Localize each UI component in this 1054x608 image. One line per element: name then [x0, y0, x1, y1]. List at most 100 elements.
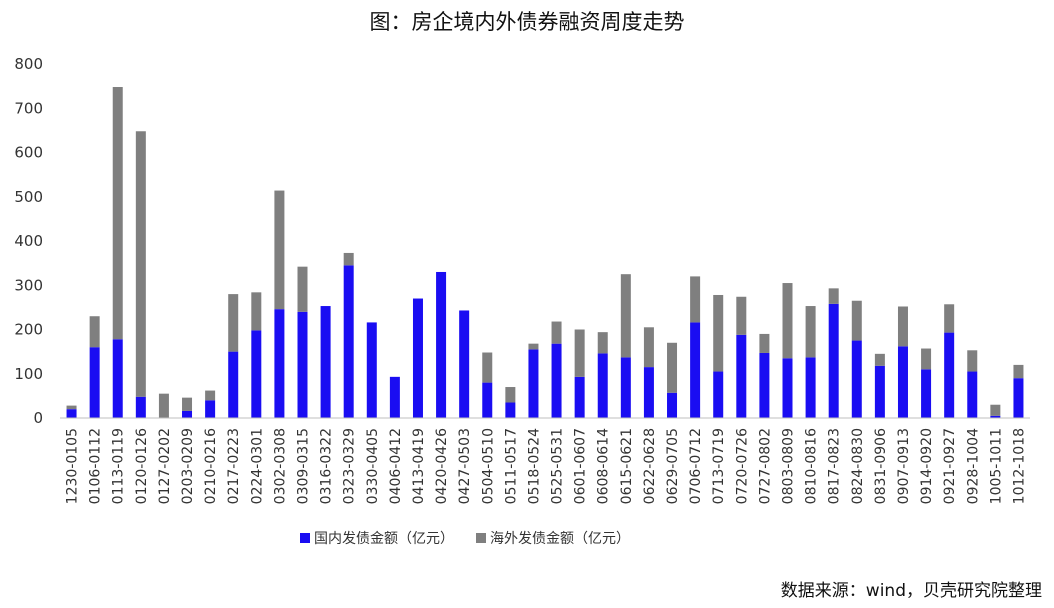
x-tick-label: 0608-0614: [596, 428, 612, 504]
x-tick-label: 0803-0809: [781, 428, 797, 504]
x-tick-label: 0127-0202: [157, 428, 173, 504]
bar-domestic-0302-0308: [274, 309, 285, 418]
bar-overseas-0302-0308: [274, 190, 285, 310]
x-tick-label: 0406-0412: [388, 428, 404, 504]
bar-domestic-0406-0412: [389, 376, 400, 418]
bar-overseas-0706-0712: [690, 276, 701, 323]
bar-overseas-0907-0913: [897, 306, 908, 347]
bar-domestic-0420-0426: [436, 271, 447, 418]
bar-overseas-0525-0531: [551, 321, 562, 344]
x-tick-label: 1230-0105: [65, 428, 81, 504]
bar-overseas-0921-0927: [944, 304, 955, 333]
bar-overseas-0106-0112: [89, 316, 100, 348]
x-tick-label: 0824-0830: [850, 428, 866, 504]
chart-title: 图：房企境内外债券融资周度走势: [369, 10, 685, 34]
bar-overseas-0120-0126: [135, 131, 146, 397]
x-tick-label: 0706-0712: [688, 428, 704, 504]
bars-group: [66, 87, 1024, 418]
bar-overseas-0113-0119: [112, 87, 123, 340]
x-tick-label: 0217-0223: [226, 428, 242, 504]
bar-domestic-0210-0216: [205, 400, 216, 418]
bar-domestic-0629-0705: [667, 392, 678, 418]
x-tick-label: 0518-0524: [526, 428, 542, 504]
bar-overseas-0203-0209: [182, 397, 193, 411]
bar-overseas-0824-0830: [851, 300, 862, 341]
bar-domestic-0203-0209: [182, 410, 193, 418]
bar-domestic-0914-0920: [921, 369, 932, 418]
x-tick-label: 0810-0816: [804, 428, 820, 504]
bar-overseas-0817-0823: [828, 288, 839, 304]
bar-overseas-0127-0202: [158, 393, 169, 418]
bar-overseas-1012-1018: [1013, 364, 1024, 379]
y-tick-label: 700: [14, 99, 43, 117]
y-tick-label: 100: [14, 365, 43, 383]
bar-overseas-0323-0329: [343, 252, 354, 266]
bar-domestic-0608-0614: [597, 353, 608, 418]
bar-overseas-0511-0517: [505, 387, 516, 403]
bar-domestic-0622-0628: [643, 367, 654, 418]
bar-overseas-0803-0809: [782, 283, 793, 359]
bar-domestic-0504-0510: [482, 382, 493, 418]
bar-domestic-0928-1004: [967, 371, 978, 418]
x-tick-label: 0629-0705: [665, 428, 681, 504]
x-tick-label: 0420-0426: [434, 428, 450, 504]
bar-domestic-0810-0816: [805, 357, 816, 418]
y-tick-label: 800: [14, 55, 43, 73]
x-tick-label: 0622-0628: [642, 428, 658, 504]
x-tick-label: 0511-0517: [503, 428, 519, 504]
bar-overseas-0622-0628: [643, 327, 654, 368]
bar-domestic-0727-0802: [759, 352, 770, 418]
legend-label-domestic: 国内发债金额（亿元）: [314, 531, 454, 547]
bar-overseas-0309-0315: [297, 266, 308, 312]
x-tick-label: 0120-0126: [134, 428, 150, 504]
bar-domestic-0921-0927: [944, 332, 955, 418]
bar-domestic-0817-0823: [828, 303, 839, 418]
x-tick-label: 0615-0621: [619, 428, 635, 504]
bar-domestic-1230-0105: [66, 409, 77, 418]
bar-overseas-0608-0614: [597, 332, 608, 354]
bar-domestic-0525-0531: [551, 343, 562, 418]
y-tick-label: 500: [14, 188, 43, 206]
x-tick-label: 1005-1011: [988, 428, 1004, 504]
legend-swatch-overseas: [476, 533, 486, 543]
y-tick-label: 300: [14, 276, 43, 294]
bar-domestic-0413-0419: [412, 298, 423, 418]
bar-overseas-0601-0607: [574, 329, 585, 377]
bar-domestic-0720-0726: [736, 334, 747, 418]
bar-overseas-0518-0524: [528, 343, 539, 350]
x-tick-label: 0713-0719: [711, 428, 727, 504]
x-tick-label: 1012-1018: [1011, 428, 1027, 504]
source-note: 数据来源：wind，贝壳研究院整理: [780, 581, 1042, 601]
legend-item-domestic: 国内发债金额（亿元）: [300, 528, 454, 548]
bar-overseas-0629-0705: [667, 342, 678, 393]
x-tick-label: 0330-0405: [365, 428, 381, 504]
x-tick-label: 0727-0802: [757, 428, 773, 504]
bar-domestic-0824-0830: [851, 340, 862, 418]
x-tick-label: 0720-0726: [734, 428, 750, 504]
bar-domestic-0113-0119: [112, 339, 123, 418]
y-tick-label: 200: [14, 321, 43, 339]
bar-domestic-1012-1018: [1013, 378, 1024, 418]
bar-domestic-0217-0223: [228, 351, 239, 418]
bar-domestic-0120-0126: [135, 396, 146, 418]
y-tick-label: 600: [14, 144, 43, 162]
bar-domestic-0106-0112: [89, 347, 100, 418]
x-tick-label: 0525-0531: [550, 428, 566, 504]
bar-overseas-0713-0719: [713, 294, 724, 372]
x-tick-label: 0413-0419: [411, 428, 427, 504]
bar-overseas-0615-0621: [620, 274, 631, 358]
x-axis: 1230-0105 0106-0112 0113-0119 0120-0126 0127…: [65, 428, 1028, 504]
x-tick-label: 0504-0510: [480, 428, 496, 504]
x-tick-label: 0921-0927: [942, 428, 958, 504]
x-tick-label: 0907-0913: [896, 428, 912, 504]
x-tick-label: 0113-0119: [111, 428, 127, 504]
legend: 国内发债金额（亿元） 海外发债金额（亿元）: [300, 528, 630, 548]
x-tick-label: 0106-0112: [88, 428, 104, 504]
bar-domestic-0330-0405: [366, 322, 377, 418]
bar-domestic-0831-0906: [874, 365, 885, 418]
bar-overseas-0831-0906: [874, 353, 885, 366]
bar-domestic-0601-0607: [574, 376, 585, 418]
x-tick-label: 0210-0216: [203, 428, 219, 504]
bar-domestic-0907-0913: [897, 346, 908, 418]
bar-domestic-0309-0315: [297, 311, 308, 418]
